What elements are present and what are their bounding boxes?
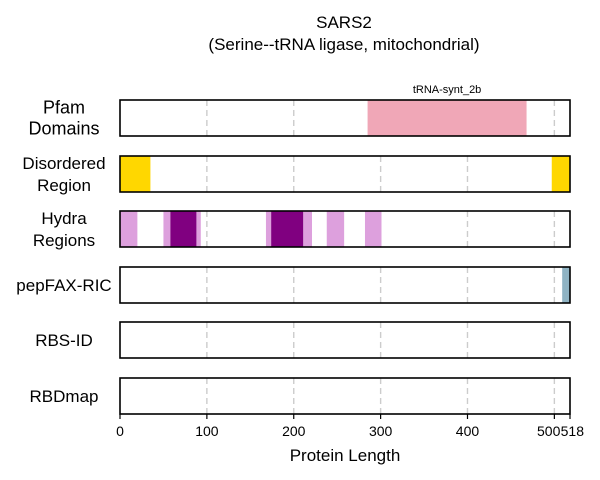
track-border [119, 377, 571, 415]
track-background [120, 322, 570, 358]
x-axis: 0 100 200 300 400 500 518 [116, 414, 584, 439]
track-label-hydra: Hydra [41, 209, 87, 228]
track-hydra: Hydra Regions [33, 209, 571, 250]
segment-hydra-8 [364, 211, 382, 247]
segment-hydra-3 [196, 211, 201, 247]
track-background [120, 156, 570, 192]
track-border [119, 99, 571, 137]
track-background [120, 378, 570, 414]
segment-hydra-6 [303, 211, 312, 247]
segment-pfam-0 [367, 100, 527, 136]
segment-disordered-1 [551, 156, 570, 192]
segment-hydra-2 [170, 211, 197, 247]
track-label-pepfax: pepFAX-RIC [16, 276, 111, 295]
x-tick-label: 518 [561, 423, 585, 439]
chart-subtitle: (Serine--tRNA ligase, mitochondrial) [208, 35, 479, 54]
x-tick-label: 100 [195, 423, 219, 439]
track-label-disordered: Disordered [22, 154, 105, 173]
track-rbdmap: RBDmap [30, 377, 571, 415]
track-disordered: Disordered Region [22, 154, 571, 195]
chart-title: SARS2 [316, 13, 372, 32]
track-label-pfam: Domains [28, 119, 99, 139]
x-tick-label: 400 [456, 423, 480, 439]
segment-label: tRNA-synt_2b [413, 84, 481, 96]
segment-hydra-5 [271, 211, 304, 247]
track-border [119, 321, 571, 359]
track-label-hydra: Regions [33, 231, 95, 250]
x-axis-label: Protein Length [290, 446, 401, 465]
track-label-pfam: Pfam [43, 98, 85, 118]
track-border [119, 210, 571, 248]
track-rbsid: RBS-ID [35, 321, 571, 359]
track-label-rbsid: RBS-ID [35, 331, 93, 350]
track-background [120, 267, 570, 303]
segment-hydra-7 [326, 211, 345, 247]
segment-disordered-0 [120, 156, 151, 192]
track-pepfax: pepFAX-RIC [16, 266, 571, 304]
x-tick-label: 500 [537, 423, 561, 439]
x-tick-label: 300 [369, 423, 393, 439]
x-tick-label: 0 [116, 423, 124, 439]
x-tick-label: 200 [282, 423, 306, 439]
segment-hydra-0 [120, 211, 138, 247]
segment-pepfax-0 [562, 267, 570, 303]
segment-hydra-4 [265, 211, 272, 247]
segment-hydra-1 [163, 211, 171, 247]
track-label-rbdmap: RBDmap [30, 387, 99, 406]
track-border [119, 266, 571, 304]
track-label-disordered: Region [37, 176, 91, 195]
track-border [119, 155, 571, 193]
